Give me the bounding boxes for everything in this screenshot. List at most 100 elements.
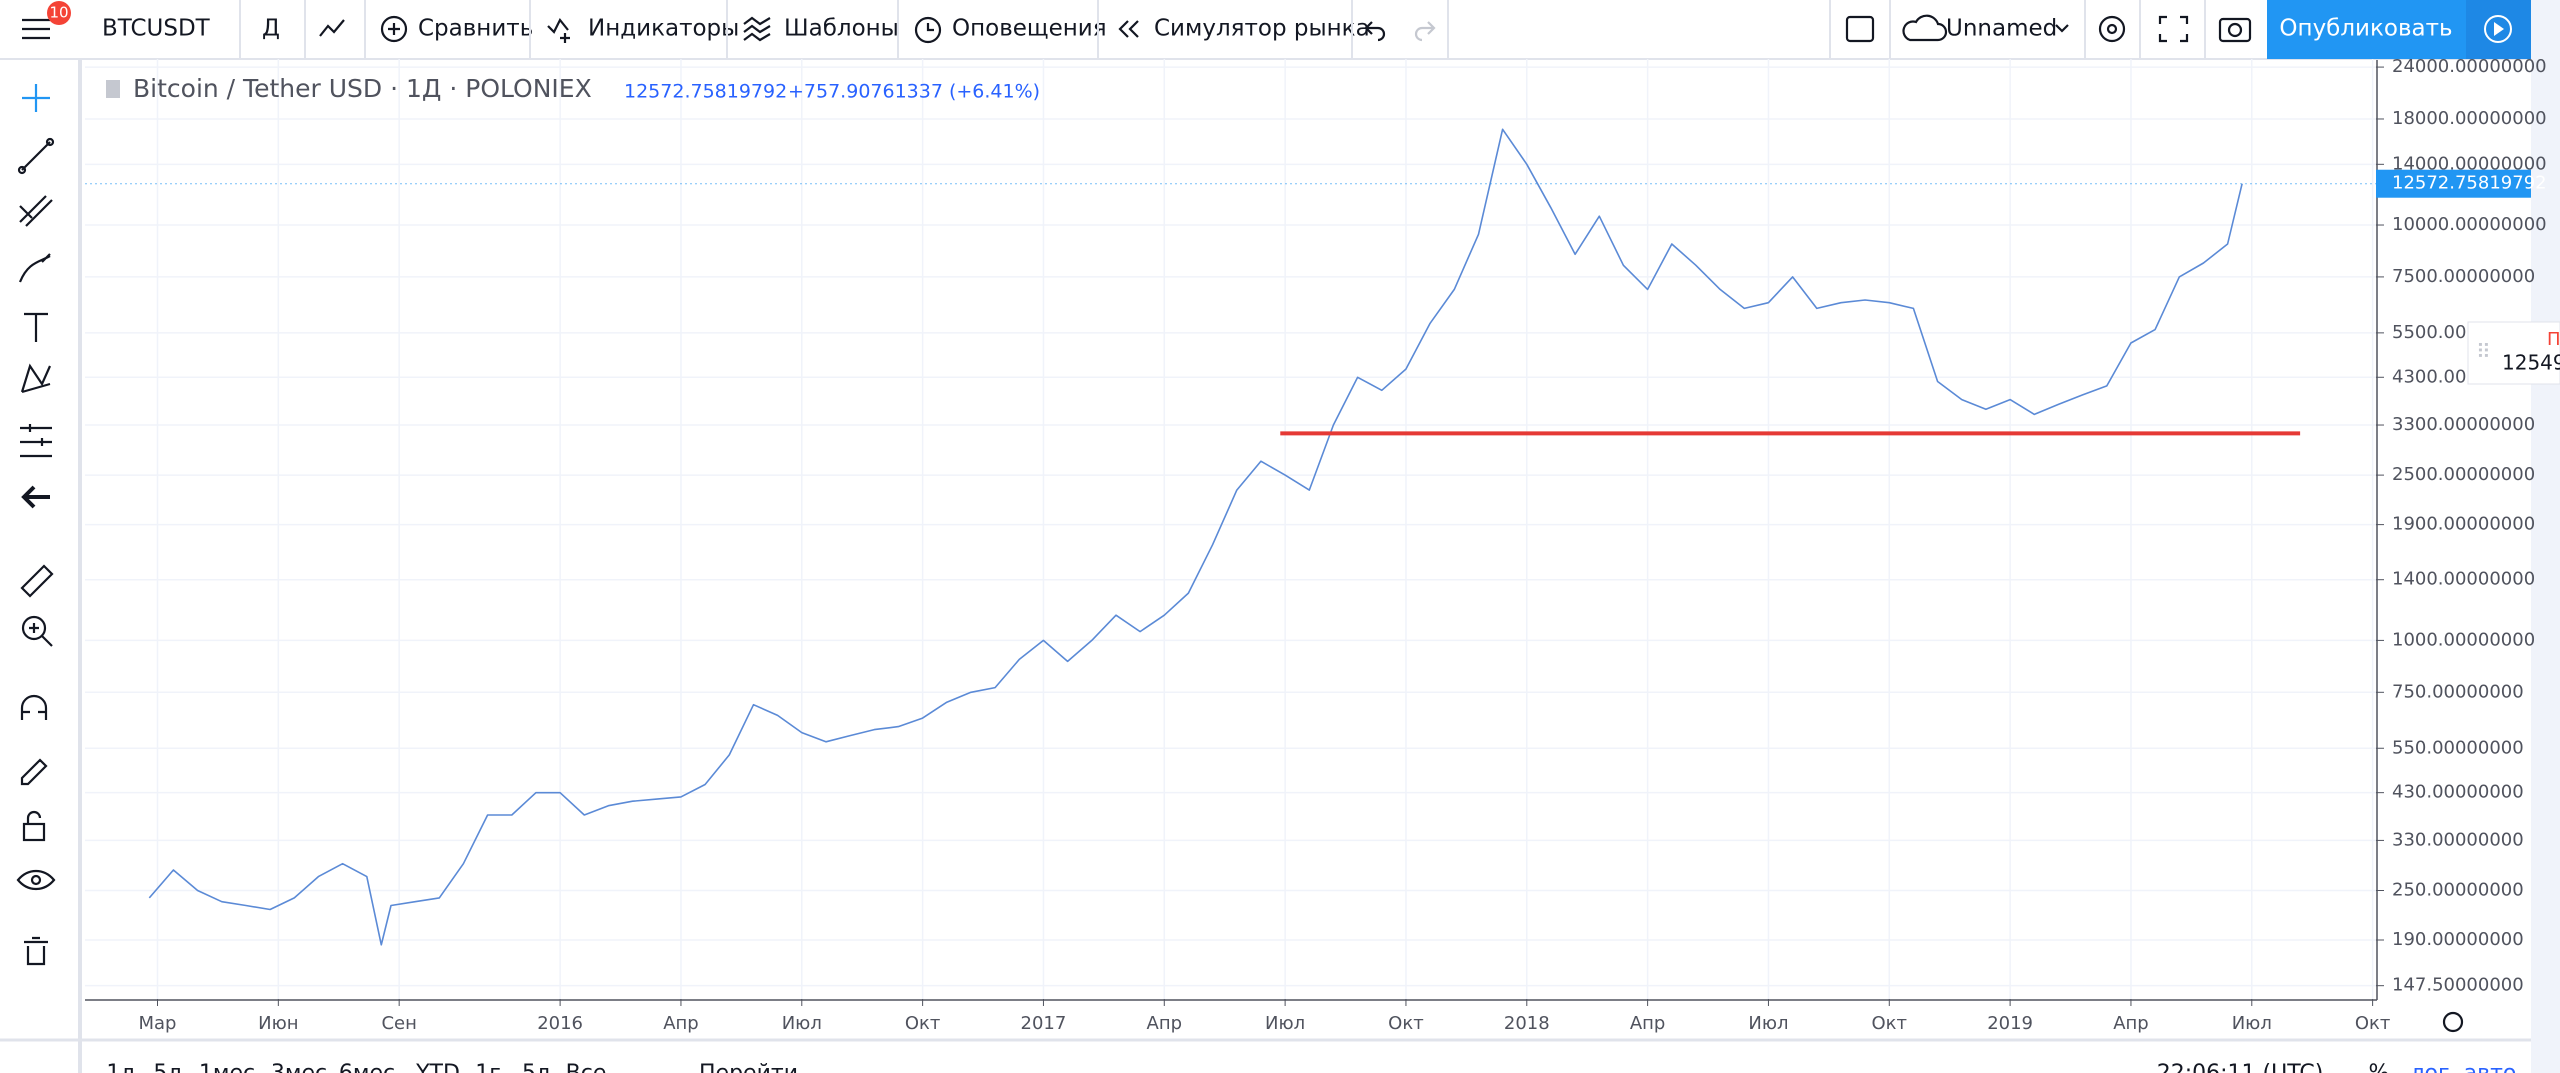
x-tick-label: 2017: [1021, 1013, 1067, 1034]
symbol[interactable]: BTCUSDT: [102, 16, 211, 42]
cloud-icon[interactable]: [1902, 14, 1948, 42]
templates-icon[interactable]: [743, 16, 771, 42]
x-tick-label: 2018: [1504, 1013, 1550, 1034]
alerts-icon[interactable]: [914, 16, 942, 44]
menu-button[interactable]: 10: [22, 1, 71, 40]
legend-price: 12572.75819792: [624, 81, 787, 103]
left-toolbar: [0, 60, 78, 1073]
x-tick-label: Окт: [1872, 1013, 1908, 1034]
chart: 24000.00000000 18000.00000000 14000.000000…: [85, 56, 2547, 1034]
right-panel: [2531, 0, 2560, 1073]
y-tick-label: 1400.00000000: [2392, 569, 2535, 590]
indicators[interactable]: Индикаторы: [588, 16, 739, 42]
x-tick-label: Окт: [905, 1013, 941, 1034]
x-tick-label: Июл: [1265, 1013, 1305, 1034]
order-panel[interactable]: [2467, 321, 2560, 385]
settings-icon[interactable]: [2098, 15, 2126, 43]
templates[interactable]: Шаблоны: [784, 16, 899, 42]
auto-toggle[interactable]: авто: [2464, 1061, 2517, 1073]
compare-icon[interactable]: [380, 15, 408, 43]
y-tick-label: 550.00000000: [2392, 737, 2524, 758]
fullscreen-icon[interactable]: [2158, 15, 2189, 43]
range-button[interactable]: 3мес: [271, 1061, 327, 1073]
alerts[interactable]: Оповещения: [952, 16, 1107, 42]
y-tick-label: 330.00000000: [2392, 829, 2524, 850]
toolbar: [0, 0, 2560, 59]
publish-button[interactable]: [2267, 0, 2466, 59]
replay[interactable]: Симулятор рынка: [1154, 16, 1370, 42]
toolbar-separators: [239, 0, 2206, 59]
layout-chevron[interactable]: [2055, 24, 2069, 33]
symbol-flag: [106, 80, 120, 98]
chart-type-icon[interactable]: [319, 19, 345, 37]
price-axis: [2376, 60, 2531, 1000]
goto[interactable]: Перейти: [699, 1061, 798, 1073]
x-tick-label: Апр: [1630, 1013, 1666, 1034]
range-button[interactable]: Все: [566, 1061, 607, 1073]
undo[interactable]: [1364, 21, 1386, 42]
legend-symbol[interactable]: Bitcoin / Tether USD · 1Д · POLONIEX: [133, 74, 592, 103]
price-line: [148, 128, 2243, 946]
legend-change: +757.90761337 (+6.41%): [788, 81, 1040, 103]
y-tick-label: 10000.00000000: [2392, 214, 2547, 235]
range-button[interactable]: 1мес: [199, 1061, 255, 1073]
menu-icon: [22, 18, 50, 40]
y-tick-label: 2500.00000000: [2392, 464, 2535, 485]
x-tick-label: Сен: [381, 1013, 416, 1034]
y-tick-label: 1900.00000000: [2392, 514, 2535, 535]
log-toggle[interactable]: лог: [2410, 1061, 2449, 1073]
redo[interactable]: [1414, 21, 1436, 42]
play-circle: [2484, 15, 2512, 43]
range-button[interactable]: 5д: [153, 1061, 182, 1073]
y-tick-label: 14000.00000000: [2392, 153, 2547, 174]
x-tick-label: 2016: [537, 1013, 583, 1034]
layout-icon[interactable]: [1845, 15, 1875, 43]
range-button[interactable]: 1г: [475, 1061, 501, 1073]
x-tick-label: Апр: [1147, 1013, 1183, 1034]
layout-name[interactable]: Unnamed: [1946, 16, 2057, 42]
x-tick-label: Июл: [782, 1013, 822, 1034]
camera-lens: [2227, 22, 2243, 38]
badge: 10: [49, 4, 68, 22]
camera-icon[interactable]: [2218, 17, 2252, 43]
y-tick-label: 24000.00000000: [2392, 56, 2547, 77]
drawing-tools[interactable]: [16, 84, 56, 966]
x-tick-label: Окт: [2355, 1013, 2391, 1034]
x-tick-label: Апр: [663, 1013, 699, 1034]
interval[interactable]: Д: [262, 16, 280, 42]
last-price-label: 12572.75819792: [2392, 173, 2547, 194]
bottom-bar: Перейти 22:06:11 (UTC) % лог авто 1д 5д 1м…: [106, 1061, 2516, 1073]
range-button[interactable]: YTD: [415, 1061, 460, 1073]
alerts-hand: [926, 23, 934, 32]
x-tick-label: 2019: [1987, 1013, 2033, 1034]
axis-settings[interactable]: [2442, 1011, 2464, 1033]
compare-plus: [388, 23, 400, 35]
sell-label[interactable]: ПРОДА: [2547, 329, 2560, 350]
compare[interactable]: Сравнить: [418, 16, 533, 42]
x-tick-label: Мар: [139, 1013, 177, 1034]
y-tick-label: 1000.00000000: [2392, 629, 2535, 650]
y-tick-label: 3300.00000000: [2392, 414, 2535, 435]
publish[interactable]: Опубликовать: [2279, 16, 2452, 42]
y-tick-label: 147.50000000: [2392, 975, 2524, 996]
y-tick-label: 190.00000000: [2392, 929, 2524, 950]
sell-price[interactable]: 12549: [2502, 351, 2560, 375]
settings-core: [2106, 23, 2118, 35]
replay-icon[interactable]: [1118, 20, 1139, 38]
y-tick-label: 750.00000000: [2392, 681, 2524, 702]
range-button[interactable]: 5л: [522, 1061, 550, 1073]
x-tick-label: Апр: [2113, 1013, 2149, 1034]
range-button[interactable]: 1д: [106, 1061, 135, 1073]
y-tick-label: 18000.00000000: [2392, 108, 2547, 129]
x-tick-label: Июл: [2232, 1013, 2272, 1034]
y-tick-label: 430.00000000: [2392, 782, 2524, 803]
x-tick-label: Июл: [1748, 1013, 1788, 1034]
play-icon: [2494, 22, 2504, 36]
range-button[interactable]: 6мес: [339, 1061, 395, 1073]
x-tick-label: Июн: [258, 1013, 298, 1034]
percent-toggle[interactable]: %: [2369, 1061, 2390, 1073]
y-tick-label: 250.00000000: [2392, 879, 2524, 900]
indicators-icon[interactable]: [547, 17, 570, 43]
x-tick-label: Окт: [1388, 1013, 1424, 1034]
